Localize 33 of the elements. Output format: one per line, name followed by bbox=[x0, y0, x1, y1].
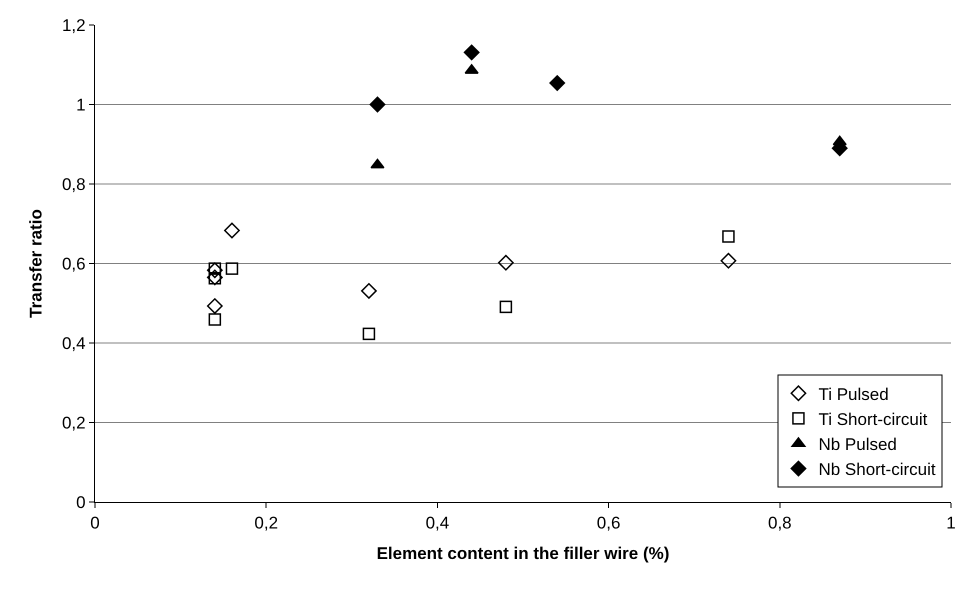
x-tick-label: 1 bbox=[946, 513, 956, 532]
point bbox=[722, 230, 735, 243]
x-tick-label: 0 bbox=[90, 513, 100, 532]
point bbox=[362, 328, 376, 340]
y-tick-label: 0 bbox=[76, 492, 86, 512]
y-tick-label: 0,8 bbox=[62, 174, 86, 194]
x-tick-label: 0,6 bbox=[596, 513, 620, 532]
point bbox=[208, 313, 222, 326]
point bbox=[206, 298, 223, 314]
point bbox=[361, 283, 377, 299]
y-tick-label: 1,2 bbox=[62, 16, 86, 35]
point bbox=[500, 300, 512, 314]
x-axis-title: Element content in the filler wire (%) bbox=[376, 544, 670, 563]
point bbox=[226, 262, 238, 275]
point bbox=[206, 262, 223, 278]
point bbox=[549, 75, 566, 91]
legend-label: Ti Short-circuit bbox=[818, 410, 928, 429]
point bbox=[720, 252, 736, 269]
legend-label: Ti Pulsed bbox=[818, 384, 889, 404]
x-tick-label: 0,8 bbox=[768, 513, 792, 532]
x-tick-label: 0,2 bbox=[254, 513, 278, 532]
legend-label: Nb Short-circuit bbox=[818, 460, 936, 480]
y-tick-label: 0,2 bbox=[62, 413, 86, 432]
y-tick-label: 0,6 bbox=[62, 254, 86, 274]
y-tick-label: 1 bbox=[76, 95, 86, 114]
point bbox=[464, 44, 480, 60]
x-tick-label: 0,4 bbox=[426, 513, 450, 532]
point bbox=[224, 222, 240, 238]
legend-label: Nb Pulsed bbox=[818, 435, 897, 454]
y-axis-title: Transfer ratio bbox=[26, 209, 46, 318]
point bbox=[498, 254, 514, 271]
point bbox=[370, 96, 386, 112]
y-tick-label: 0,4 bbox=[62, 334, 86, 353]
